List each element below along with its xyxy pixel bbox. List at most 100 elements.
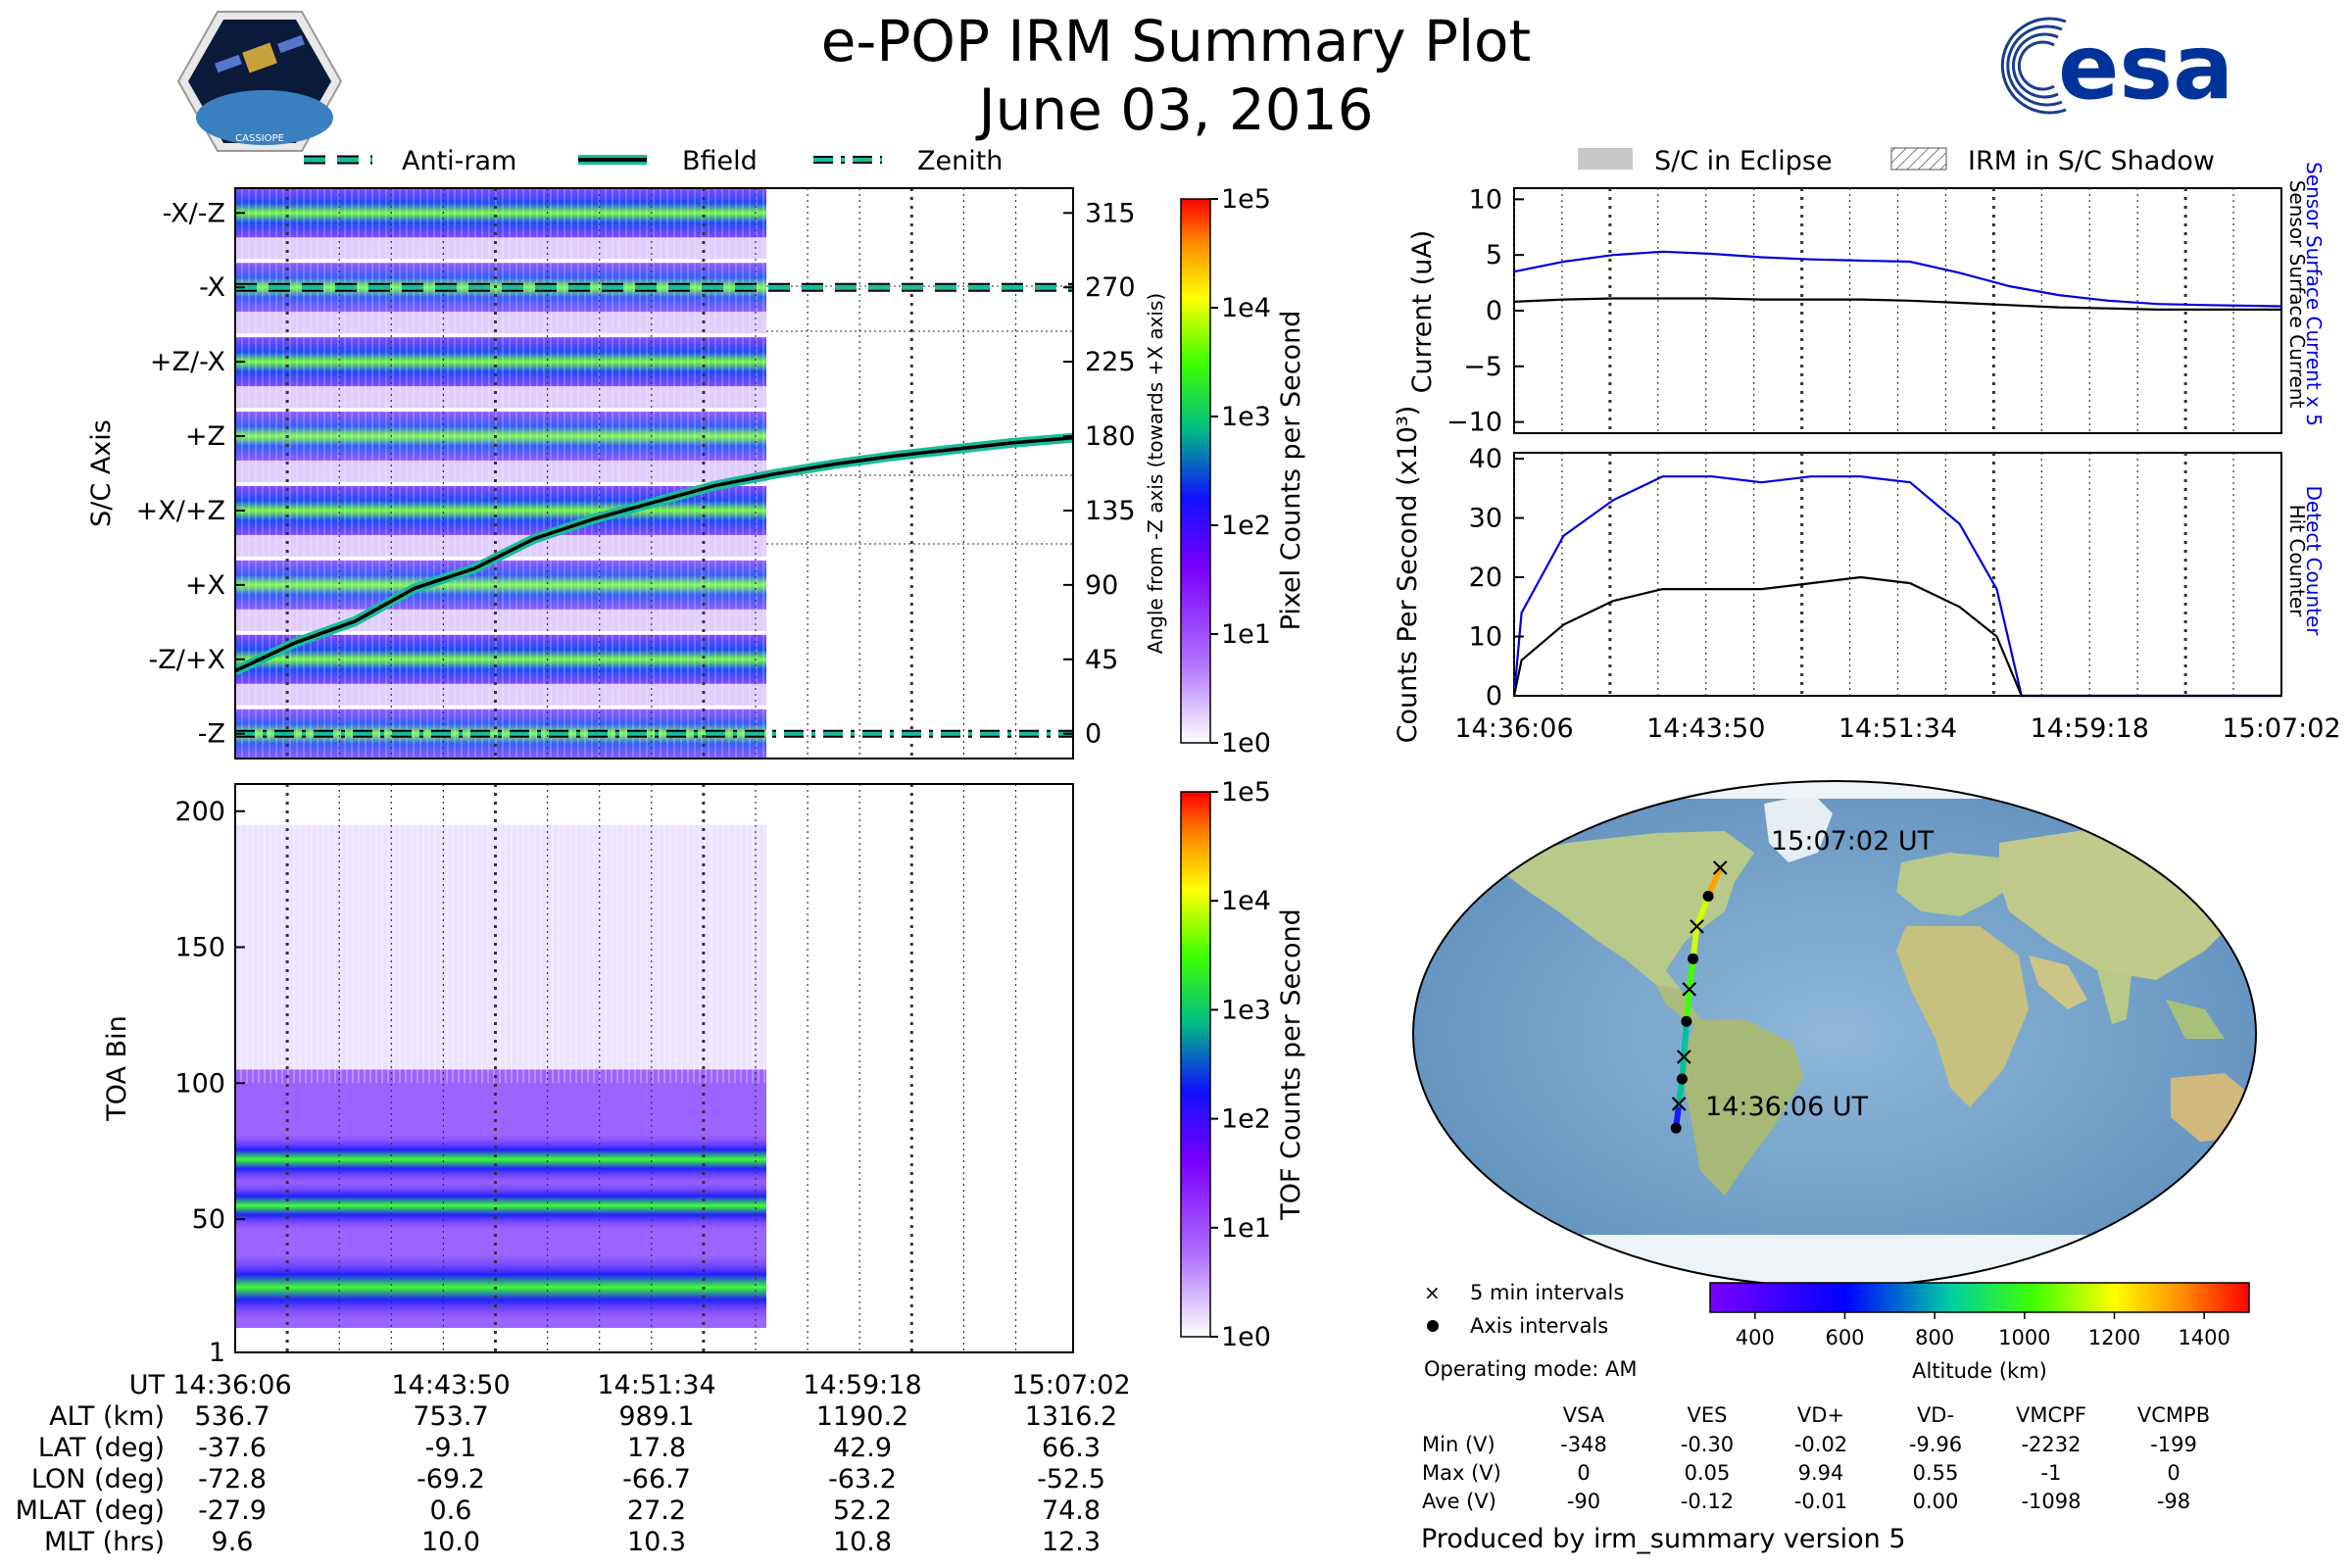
toa-ytick-label: 100	[174, 1068, 225, 1099]
cassiope-logo: CASSIOPE	[176, 11, 343, 152]
pixel-colorbar-tick-label: 1e5	[1221, 184, 1271, 215]
table-cell: 753.7	[413, 1401, 489, 1432]
toa-ytick-label: 200	[174, 797, 225, 827]
orbit-interval-marker: ×	[1679, 975, 1700, 1004]
orbit-end-label: 15:07:02 UT	[1771, 826, 1935, 857]
pixel-band	[235, 188, 766, 238]
pixel-axis-label: -X	[199, 272, 225, 303]
table-cell: 1190.2	[815, 1401, 909, 1432]
pixel-colorbar-tick-label: 1e2	[1221, 511, 1271, 541]
legend-5min: 5 min intervals	[1470, 1281, 1624, 1304]
figure-date: June 03, 2016	[978, 76, 1374, 143]
voltage-cell: 0	[2167, 1461, 2180, 1485]
altitude-colorbar-label: Altitude (km)	[1912, 1359, 2047, 1383]
voltage-cell: -0.01	[1793, 1490, 1848, 1513]
orbit-start-label: 14:36:06 UT	[1705, 1092, 1869, 1122]
counts-xtick-label: 14:51:34	[1838, 713, 1957, 744]
orbit-interval-marker: ×	[1687, 911, 1708, 941]
voltage-cell: 9.94	[1797, 1461, 1844, 1485]
orbit-axis-point	[1702, 890, 1714, 902]
altitude-tick-label: 1400	[2178, 1326, 2230, 1349]
voltage-column-header: VES	[1687, 1403, 1728, 1427]
line-panel-ytick-label: −5	[1463, 352, 1502, 382]
orbit-axis-point	[1681, 1015, 1692, 1027]
counts-xtick-label: 14:36:06	[1454, 713, 1573, 744]
pixel-axis-label: +X/+Z	[136, 496, 225, 526]
pixel-colorbar-tick-label: 1e3	[1221, 402, 1271, 432]
table-cell: 52.2	[832, 1495, 893, 1526]
toa-colorbar-tick-label: 1e5	[1221, 777, 1271, 808]
pixel-band	[235, 337, 766, 387]
table-cell: 14:43:50	[391, 1370, 511, 1400]
pixel-colorbar-tick-label: 1e4	[1221, 293, 1271, 323]
table-cell: 10.0	[420, 1527, 481, 1557]
voltage-cell: -0.02	[1793, 1433, 1848, 1456]
current-series-blue-label: Sensor Surface Current x 5	[2302, 162, 2326, 426]
pixel-axis-label: +X	[185, 570, 225, 601]
series-line	[1513, 250, 2282, 308]
pixel-colorbar-tick-label: 1e0	[1221, 728, 1271, 759]
current-ylabel: Current (uA)	[1407, 230, 1438, 394]
esa-logo: esa	[2000, 15, 2233, 120]
voltage-cell: -199	[2150, 1433, 2197, 1456]
table-cell: -27.9	[198, 1495, 267, 1526]
orbit-map: ××××× 14:36:06 UT 15:07:02 UT	[1412, 780, 2257, 1288]
voltage-column-header: VD+	[1796, 1403, 1845, 1427]
orbit-interval-marker: ×	[1709, 854, 1731, 883]
voltage-cell: -1	[2040, 1461, 2062, 1485]
table-cell: 12.3	[1041, 1527, 1102, 1557]
current-series-black-label: Sensor Surface Current	[2285, 180, 2309, 409]
table-cell: 10.8	[832, 1527, 893, 1557]
series-line	[1512, 475, 2281, 698]
altitude-tick-label: 600	[1825, 1326, 1864, 1349]
esa-logo-text: esa	[2058, 15, 2233, 120]
pixel-angle-label: 45	[1085, 645, 1118, 675]
voltage-cell: -348	[1560, 1433, 1607, 1456]
altitude-tick-label: 800	[1915, 1326, 1954, 1349]
orbit-axis-point	[1670, 1122, 1682, 1134]
table-cell: 14:59:18	[803, 1370, 922, 1400]
pixel-angle-label: 90	[1085, 570, 1118, 601]
orbit-axis-point	[1688, 953, 1699, 964]
toa-colorbar-tick-label: 1e1	[1221, 1213, 1271, 1244]
table-cell: -9.1	[424, 1433, 477, 1463]
toa-colorbar-label: TOF Counts per Second	[1276, 908, 1306, 1221]
dot-marker-icon	[1427, 1320, 1439, 1332]
voltage-cell: -0.12	[1680, 1490, 1735, 1513]
line-panel-ytick-label: 20	[1469, 563, 1502, 593]
line-panel-ytick-label: 0	[1486, 296, 1502, 326]
pixel-angle-label: 315	[1085, 198, 1136, 228]
current-panel: 10 5 0 −5 −10 Current (uA) Sensor Surface Cu…	[1407, 162, 2326, 438]
toa-ytick-label: 150	[174, 933, 225, 963]
table-row-header: UT	[128, 1370, 165, 1400]
toa-colorbar-tick-label: 1e4	[1221, 886, 1271, 916]
table-cell: -37.6	[198, 1433, 267, 1463]
counts-panel: 0 10 20 30 40 14:36:06 14:43:50 14:51:34 14:59:…	[1393, 406, 2341, 744]
voltage-column-header: VSA	[1562, 1403, 1605, 1427]
pixel-angle-label: 135	[1085, 496, 1136, 526]
pixel-scatter	[235, 683, 766, 706]
cassiope-logo-text: CASSIOPE	[235, 133, 284, 144]
legend-eclipse: S/C in Eclipse	[1654, 146, 1833, 176]
table-cell: 989.1	[618, 1401, 695, 1432]
orbit-segment	[1693, 893, 1712, 930]
pixel-scatter	[235, 461, 766, 483]
toa-colorbar: 1e5 1e4 1e3 1e2 1e1 1e0 TOF Counts per Second	[1180, 777, 1306, 1352]
toa-ylabel: TOA Bin	[102, 1015, 132, 1121]
pixel-scatter	[235, 758, 766, 759]
counts-series-black-label: Hit Counter	[2285, 505, 2309, 617]
pixel-scatter	[235, 609, 766, 631]
map-legend: × 5 min intervals Axis intervals Operati…	[1424, 1281, 1637, 1381]
table-cell: 10.3	[626, 1527, 687, 1557]
legend-anti-ram: Anti-ram	[402, 146, 516, 176]
bfield-line	[235, 435, 1073, 673]
legend-bfield: Bfield	[682, 146, 758, 176]
counts-xtick-label: 15:07:02	[2222, 713, 2340, 744]
footer-text: Produced by irm_summary version 5	[1421, 1524, 1906, 1554]
pixel-angle-label: 180	[1085, 421, 1136, 452]
table-cell: -52.5	[1037, 1464, 1105, 1494]
voltage-cell: -9.96	[1908, 1433, 1963, 1456]
voltage-cell: -98	[2156, 1490, 2191, 1513]
pixel-axis-label: -Z/+X	[149, 645, 225, 675]
